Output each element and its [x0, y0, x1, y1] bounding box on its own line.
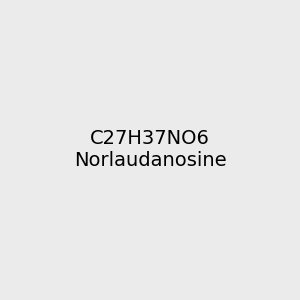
Text: C27H37NO6
Norlaudanosine: C27H37NO6 Norlaudanosine	[74, 130, 226, 170]
